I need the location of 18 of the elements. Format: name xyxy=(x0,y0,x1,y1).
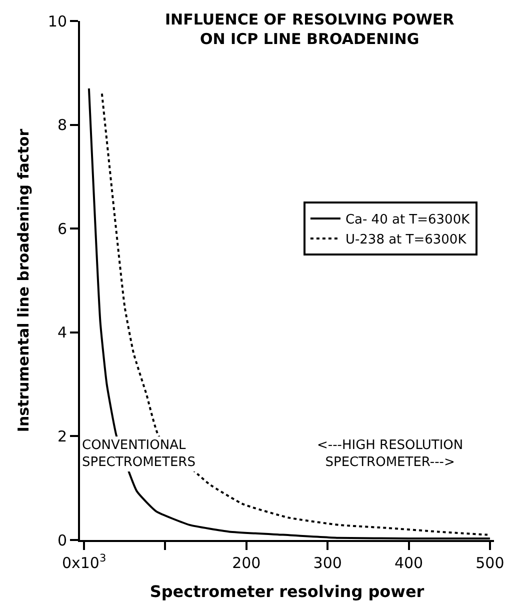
x-tick-label: 0x10$^{3}$ xyxy=(62,552,106,572)
y-tick-label: 6 xyxy=(57,220,67,238)
y-tick-label: 0 xyxy=(57,531,67,550)
y-tick-label: 8 xyxy=(57,116,67,134)
x-axis-title: Spectrometer resolving power xyxy=(150,582,424,602)
annotation: CONVENTIONAL SPECTROMETERS xyxy=(82,438,196,470)
chart-title: INFLUENCE OF RESOLVING POWER ON ICP LINE BROADENING xyxy=(164,10,455,48)
y-tick-label: 4 xyxy=(57,324,67,342)
x-tick-label: 200 xyxy=(232,554,261,572)
annotation: <---HIGH RESOLUTION SPECTROMETER---> xyxy=(317,438,464,470)
legend-label: Ca- 40 at T=6300K xyxy=(345,212,470,228)
x-tick-label: 500 xyxy=(476,554,504,572)
x-tick-label: 300 xyxy=(313,554,342,572)
x-tick-label: 400 xyxy=(394,554,424,572)
y-tick-label: 2 xyxy=(57,427,67,446)
y-tick-label: 10 xyxy=(48,12,67,30)
legend-label: U-238 at T=6300K xyxy=(345,232,467,248)
y-axis-title: Instrumental line broadening factor xyxy=(14,128,33,432)
